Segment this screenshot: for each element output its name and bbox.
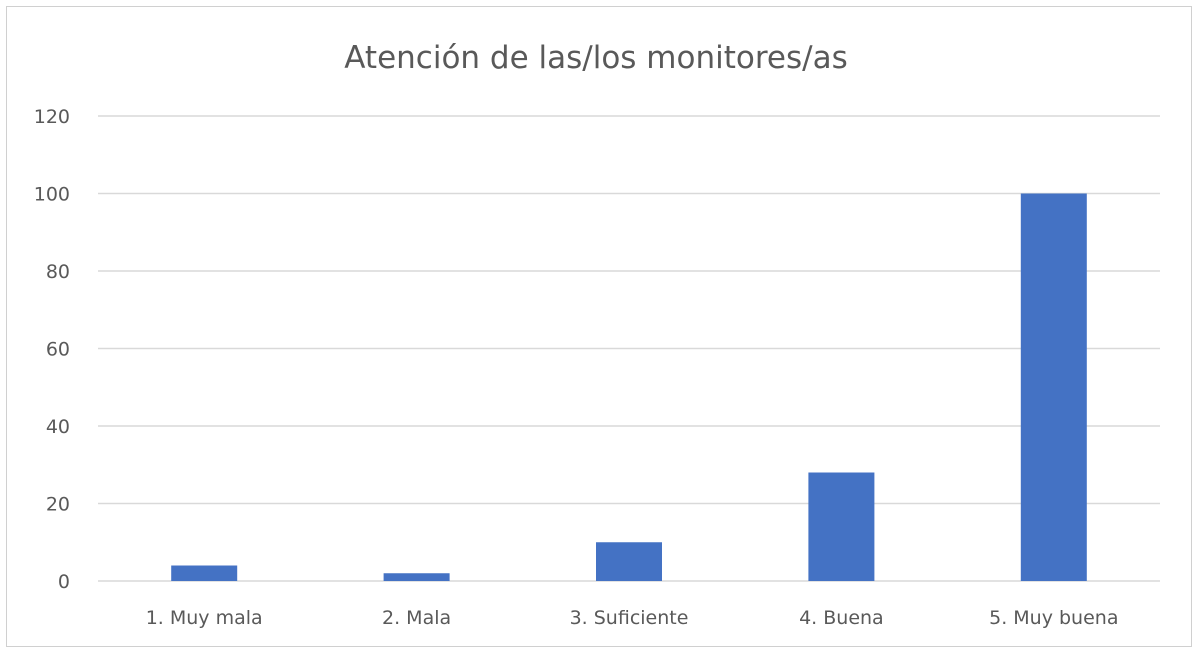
x-axis-category-labels: 1. Muy mala 2. Mala 3. Suficiente 4. Buena 5… [146,607,1119,629]
x-category-label: 5. Muy buena [989,607,1118,629]
bar-1 [171,565,238,581]
y-tick-label: 20 [46,494,70,516]
bar-5 [1020,193,1087,581]
y-axis-tick-labels: 0 20 40 60 80 100 120 [34,106,70,593]
x-category-label: 2. Mala [382,607,451,629]
bar-3 [596,542,662,581]
chart-frame [6,6,1192,647]
bar-2 [383,573,450,581]
y-tick-label: 80 [46,261,70,283]
y-tick-label: 60 [46,339,70,361]
y-tick-label: 100 [34,184,70,206]
chart-title: Atención de las/los monitores/as [344,40,847,76]
bars [171,193,1087,581]
y-tick-label: 120 [34,106,70,128]
y-tick-label: 0 [58,571,70,593]
x-category-label: 3. Suficiente [570,607,689,629]
x-category-label: 1. Muy mala [146,607,263,629]
gridlines [98,115,1160,582]
y-tick-label: 40 [46,416,70,438]
x-category-label: 4. Buena [799,607,884,629]
bar-4 [808,472,875,581]
